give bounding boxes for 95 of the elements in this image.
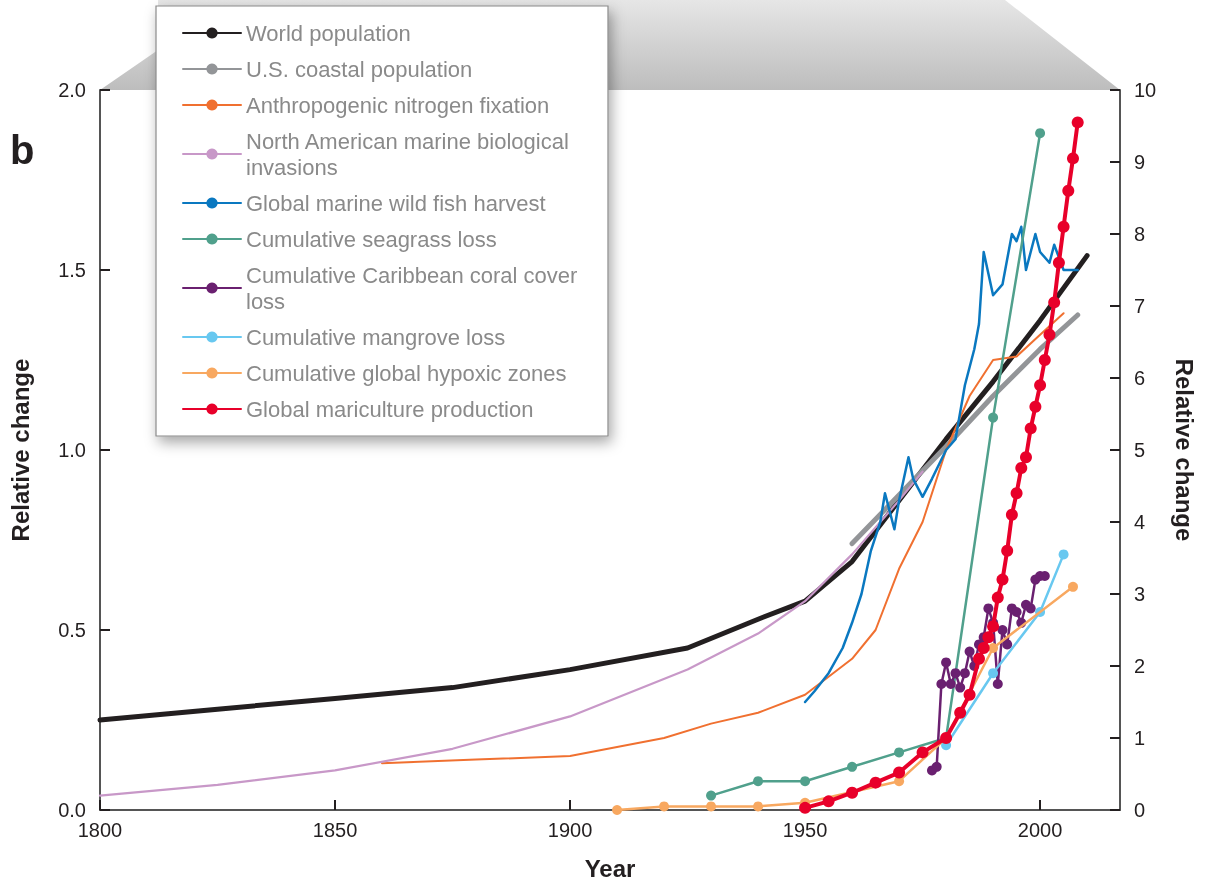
legend-label: U.S. coastal population — [246, 56, 473, 82]
legend-label: North American marine biological invasions — [246, 128, 575, 180]
point — [1038, 354, 1051, 366]
point — [659, 801, 670, 812]
y2-axis-title: Relative change — [1170, 358, 1198, 542]
point — [1034, 379, 1047, 392]
point — [1001, 544, 1014, 557]
x-axis-title: Year — [584, 854, 636, 882]
y2-tick-label: 7 — [1134, 295, 1146, 317]
point — [799, 801, 812, 814]
point — [753, 801, 764, 812]
point — [1010, 487, 1023, 500]
y2-tick-label: 9 — [1134, 151, 1146, 173]
point — [1048, 296, 1061, 309]
point — [991, 591, 1004, 604]
point — [988, 412, 999, 423]
y-tick-label: 0.0 — [58, 799, 86, 821]
point — [996, 573, 1009, 586]
point — [931, 761, 942, 772]
y-tick-label: 1.5 — [58, 259, 86, 281]
legend-label: Anthropogenic nitrogen fixation — [246, 92, 550, 118]
point — [973, 652, 985, 665]
point — [941, 657, 952, 668]
y2-tick-label: 5 — [1134, 439, 1146, 461]
point — [988, 643, 999, 653]
point — [964, 646, 975, 657]
point — [706, 801, 717, 812]
x-tick-label: 1850 — [312, 819, 358, 841]
y2-tick-label: 3 — [1134, 583, 1146, 605]
point — [800, 776, 811, 787]
y-axis-title: Relative change — [6, 358, 34, 542]
point — [945, 679, 956, 689]
point — [936, 679, 947, 689]
x-tick-label: 1800 — [77, 819, 123, 841]
legend-label: Global mariculture production — [246, 396, 534, 422]
legend-label: Cumulative seagrass loss — [246, 226, 497, 252]
text: b — [10, 128, 35, 173]
legend-label: Cumulative mangrove loss — [246, 324, 506, 350]
point — [992, 679, 1003, 689]
point — [1011, 607, 1022, 617]
point — [1052, 256, 1065, 269]
y2-tick-label: 10 — [1134, 79, 1157, 101]
point — [1068, 581, 1078, 592]
point — [1015, 462, 1028, 474]
y-tick-label: 1.0 — [58, 439, 86, 461]
point — [847, 761, 858, 772]
point — [893, 766, 906, 779]
point — [950, 668, 961, 679]
point — [753, 776, 764, 787]
point — [977, 642, 990, 654]
point — [894, 747, 905, 758]
legend-label: World population — [246, 20, 411, 46]
y-tick-label: 2.0 — [58, 79, 86, 101]
point — [963, 688, 976, 701]
point — [1005, 508, 1018, 521]
line-series — [803, 225, 1079, 704]
y-tick-label: 0.5 — [58, 619, 86, 641]
x-tick-label: 1900 — [547, 819, 593, 841]
legend-label: Global marine wild fish harvest — [246, 190, 546, 216]
point — [822, 795, 835, 808]
point — [612, 805, 623, 815]
y2-tick-label: 1 — [1134, 727, 1146, 749]
point — [983, 603, 994, 614]
legend-label: Cumulative global hypoxic zones — [246, 360, 567, 386]
point — [997, 625, 1008, 635]
point — [1062, 184, 1075, 197]
y2-tick-label: 8 — [1134, 223, 1146, 245]
point — [1071, 116, 1084, 129]
point — [1067, 152, 1079, 165]
point — [1024, 422, 1037, 435]
point — [1058, 549, 1069, 560]
point — [982, 631, 995, 644]
y2-tick-label: 6 — [1134, 367, 1146, 389]
point — [955, 682, 966, 693]
point — [1025, 603, 1036, 614]
x-tick-label: 1950 — [782, 819, 828, 841]
line-series — [98, 470, 924, 797]
point — [1043, 328, 1056, 341]
x-tick-label: 2000 — [1017, 819, 1063, 841]
point — [988, 668, 999, 679]
point — [987, 620, 1000, 633]
point — [954, 706, 967, 719]
point — [1020, 451, 1032, 464]
point — [1035, 128, 1046, 139]
y2-tick-label: 4 — [1134, 511, 1146, 533]
point — [1002, 639, 1013, 650]
y2-tick-label: 2 — [1134, 655, 1146, 677]
point — [869, 776, 882, 789]
legend-label: Cumulative Caribbean coral cover loss — [246, 262, 584, 314]
point — [1029, 400, 1042, 413]
point — [916, 746, 929, 759]
point — [959, 668, 970, 679]
point — [706, 790, 717, 801]
y2-tick-label: 0 — [1134, 799, 1146, 821]
point — [1057, 220, 1070, 233]
